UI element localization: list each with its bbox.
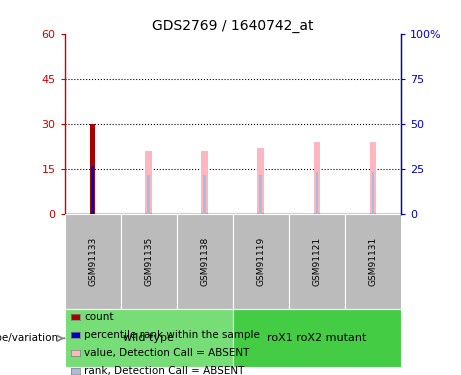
Text: rank, Detection Call = ABSENT: rank, Detection Call = ABSENT — [84, 366, 245, 375]
Text: GSM91135: GSM91135 — [144, 237, 153, 286]
Bar — [258, 148, 264, 214]
Text: GSM91121: GSM91121 — [313, 237, 321, 286]
Bar — [177, 214, 233, 309]
Bar — [203, 175, 206, 214]
Bar — [233, 309, 401, 368]
Bar — [91, 166, 94, 214]
Text: count: count — [84, 312, 114, 322]
Text: GSM91131: GSM91131 — [368, 237, 378, 286]
Bar — [313, 142, 320, 214]
Text: value, Detection Call = ABSENT: value, Detection Call = ABSENT — [84, 348, 250, 358]
Bar — [65, 214, 121, 309]
Text: GSM91133: GSM91133 — [88, 237, 97, 286]
Bar — [147, 175, 150, 214]
Text: percentile rank within the sample: percentile rank within the sample — [84, 330, 260, 340]
Title: GDS2769 / 1640742_at: GDS2769 / 1640742_at — [152, 19, 313, 33]
Text: GSM91119: GSM91119 — [256, 237, 266, 286]
Bar — [345, 214, 401, 309]
Bar — [315, 172, 319, 214]
Bar — [65, 309, 233, 368]
Bar — [233, 214, 289, 309]
Bar — [201, 151, 208, 214]
Bar — [90, 124, 95, 214]
Text: roX1 roX2 mutant: roX1 roX2 mutant — [267, 333, 366, 344]
Bar — [121, 214, 177, 309]
Bar — [370, 142, 376, 214]
Text: GSM91138: GSM91138 — [200, 237, 209, 286]
Text: wild type: wild type — [123, 333, 174, 344]
Bar — [289, 214, 345, 309]
Bar — [145, 151, 152, 214]
Bar — [260, 175, 262, 214]
Text: genotype/variation: genotype/variation — [0, 333, 59, 344]
Bar — [372, 172, 374, 214]
